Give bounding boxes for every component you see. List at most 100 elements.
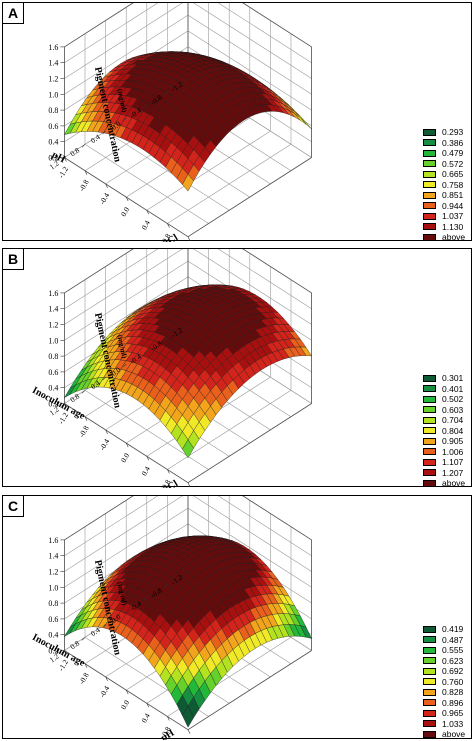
z-tick-label: 0.4: [48, 631, 58, 640]
z-tick-label: 0.6: [48, 122, 58, 131]
legend-swatch: [423, 730, 436, 738]
legend-label: 0.293: [442, 127, 464, 138]
legend-swatch: [423, 212, 436, 220]
x-tick-mark: [164, 584, 168, 588]
y-tick-mark: [64, 650, 67, 655]
z-tick-label: 1.6: [48, 43, 58, 52]
panel-label-b: B: [3, 249, 24, 270]
legend-swatch: [423, 437, 436, 445]
y-tick-mark: [84, 663, 88, 668]
panel-label-c: C: [3, 496, 24, 517]
y-tick-label: -0.4: [98, 191, 112, 206]
legend-entry: 0.896: [423, 698, 465, 709]
legend-entry: above: [423, 729, 465, 740]
legend-label: 1.037: [442, 211, 464, 222]
box-edge: [242, 496, 312, 541]
y-tick-mark: [187, 236, 191, 241]
y-tick-mark: [105, 676, 108, 682]
legend-label: 0.758: [442, 179, 464, 190]
legend-label: 1.207: [442, 467, 464, 478]
legend-entry: 0.603: [423, 405, 465, 416]
legend-label: above: [442, 478, 466, 489]
legend-entry: 1.037: [423, 211, 465, 222]
x-ticks-c: 1.20.80.40.0-0.4-0.8-1.2: [48, 571, 189, 665]
box-edge: [64, 249, 134, 294]
box-edge: [187, 157, 312, 238]
legend-entry: 0.704: [423, 415, 465, 426]
legend-swatch: [423, 448, 436, 456]
z-tick-label: 0.8: [48, 352, 58, 361]
y-axis-label-a: NaCl: [155, 232, 180, 242]
legend-swatch: [423, 395, 436, 403]
legend-entry: 0.804: [423, 426, 465, 437]
x-tick-mark: [184, 324, 189, 328]
legend-label: 0.760: [442, 676, 464, 687]
legend-swatch: [423, 699, 436, 707]
surface-b: [63, 284, 312, 459]
z-tick-label: 1.0: [48, 336, 58, 345]
legend-swatch: [423, 149, 436, 157]
legend-entry: 1.107: [423, 457, 465, 468]
legend-label: 0.965: [442, 708, 464, 719]
floor-grid-line: [167, 144, 292, 224]
z-tick-label: 1.4: [48, 59, 58, 68]
legend-swatch: [423, 191, 436, 199]
z-ticks-a: 0.2 0.4 0.6 0.8 1.0 1.2 1.4 1.6: [48, 43, 65, 163]
legend-label: 0.851: [442, 190, 464, 201]
x-tick-mark: [184, 78, 189, 82]
panel-a: 0.2 0.4 0.6 0.8 1.0 1.2 1.4 1.6 1.2 0.8 0.4 0.0 -0.4…: [2, 2, 472, 242]
y-tick-mark: [84, 170, 88, 175]
y-tick-mark: [187, 482, 191, 487]
legend-entry: 0.692: [423, 666, 465, 677]
z-tick-label: 0.4: [48, 138, 58, 147]
surface-cell: [300, 117, 312, 130]
surface-plot-a: 0.2 0.4 0.6 0.8 1.0 1.2 1.4 1.61.2 0.8 0.4 0.0 -0.4…: [48, 3, 313, 242]
y-ticks-b: -1.2-0.8-0.40.00.40.81.2: [56, 403, 191, 488]
y-tick-label: 0.0: [119, 205, 132, 218]
y-tick-label: 0.4: [139, 219, 152, 232]
x-tick-mark: [61, 157, 65, 161]
legend-entry: 0.386: [423, 138, 465, 149]
legend-swatch: [423, 202, 436, 210]
legend-label: 0.401: [442, 383, 464, 394]
y-tick-mark: [146, 456, 150, 461]
legend-swatch: [423, 458, 436, 466]
legend-swatch: [423, 139, 436, 147]
legend-entry: 0.401: [423, 384, 465, 395]
legend-entry: 1.130: [423, 222, 465, 233]
legend-label: 1.033: [442, 718, 464, 729]
legend-label: 0.386: [442, 137, 464, 148]
y-tick-label: 0.8: [160, 232, 173, 242]
panel-label-a: A: [3, 3, 24, 24]
z-tick-label: 0.8: [48, 106, 58, 115]
z-tick-label: 0.4: [48, 384, 58, 393]
panel-c: 0.2 0.4 0.6 0.8 1.0 1.2 1.4 1.6 1.2 0.8 0.4 0.0 -0.4…: [2, 495, 472, 740]
legend-label: 0.502: [442, 394, 464, 405]
box-edge: [64, 3, 134, 48]
x-tick-mark: [102, 130, 106, 135]
z-tick-label: 1.6: [48, 536, 58, 545]
legend-swatch: [423, 667, 436, 675]
z-tick-label: 1.6: [48, 289, 58, 298]
y-tick-mark: [64, 403, 67, 408]
legend-label: 0.828: [442, 687, 464, 698]
z-ticks-c: 0.2 0.4 0.6 0.8 1.0 1.2 1.4 1.6: [48, 536, 65, 656]
surface-cell: [294, 113, 307, 125]
y-tick-mark: [125, 442, 129, 448]
x-tick-mark: [143, 350, 148, 354]
z-tick-label: 1.0: [48, 90, 58, 99]
legend-entry: 0.572: [423, 159, 465, 170]
z-tick-label: 0.8: [48, 599, 58, 608]
legend-entry: 1.006: [423, 447, 465, 458]
z-tick-label: 0.6: [48, 368, 58, 377]
legend-swatch: [423, 385, 436, 393]
legend-label: 1.006: [442, 446, 464, 457]
legend-swatch: [423, 128, 436, 136]
legend-label: 0.555: [442, 645, 464, 656]
legend-entry: 0.479: [423, 148, 465, 159]
legend-label: 0.905: [442, 436, 464, 447]
y-tick-mark: [64, 157, 67, 162]
z-tick-label: 0.2: [48, 154, 58, 163]
y-tick-mark: [167, 223, 170, 228]
legend-entry: 1.207: [423, 468, 465, 479]
